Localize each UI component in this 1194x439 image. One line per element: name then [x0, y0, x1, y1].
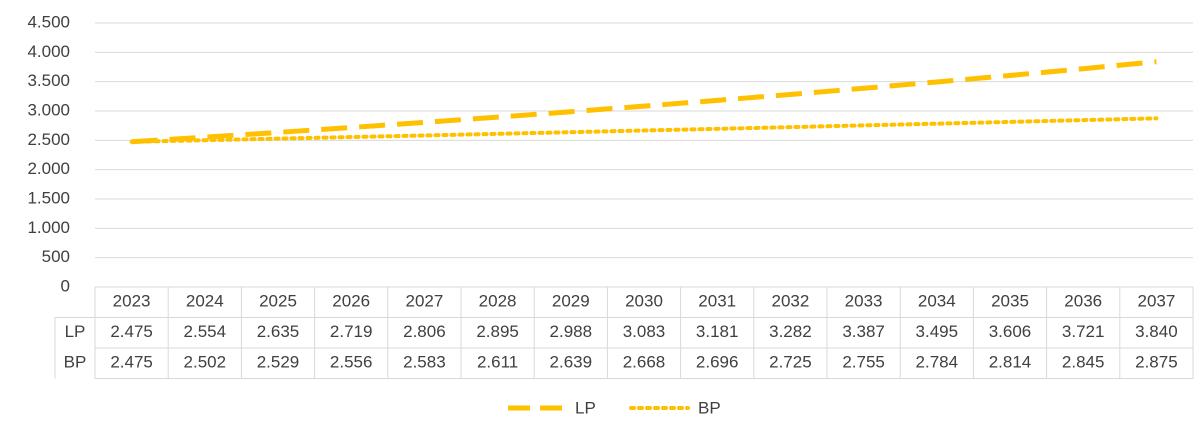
line-series — [131, 59, 1157, 145]
y-tick-label: 4.000 — [27, 42, 70, 61]
y-tick-label: 2.500 — [27, 130, 70, 149]
x-tick-label: 2023 — [113, 292, 151, 311]
data-label: 2.639 — [550, 353, 593, 372]
data-label: 2.814 — [989, 353, 1032, 372]
x-tick-label: 2036 — [1064, 292, 1102, 311]
data-label: 2.806 — [403, 322, 446, 341]
data-label: 3.387 — [842, 322, 885, 341]
data-label: 2.611 — [477, 353, 518, 372]
data-label: 2.696 — [696, 353, 739, 372]
data-label: 2.475 — [110, 322, 153, 341]
y-tick-label: 500 — [42, 247, 70, 266]
x-tick-label: 2026 — [332, 292, 370, 311]
data-label: 2.875 — [1135, 353, 1178, 372]
x-tick-label: 2025 — [259, 292, 297, 311]
legend-label: BP — [698, 398, 721, 417]
table-row-header: LP — [65, 322, 86, 341]
x-tick-label: 2035 — [991, 292, 1029, 311]
data-label: 2.755 — [842, 353, 885, 372]
data-label: 2.583 — [403, 353, 446, 372]
data-label: 2.895 — [476, 322, 519, 341]
data-label: 2.725 — [769, 353, 812, 372]
line-series — [129, 116, 1159, 144]
data-label: 3.083 — [623, 322, 666, 341]
y-tick-label: 2.000 — [27, 159, 70, 178]
x-tick-label: 2031 — [698, 292, 736, 311]
data-label: 3.181 — [696, 322, 739, 341]
data-label: 3.495 — [916, 322, 959, 341]
y-tick-label: 0 — [61, 276, 70, 295]
x-tick-label: 2033 — [845, 292, 883, 311]
y-tick-label: 3.000 — [27, 100, 70, 119]
data-label: 2.556 — [330, 353, 373, 372]
data-label: 2.554 — [184, 322, 227, 341]
data-label: 3.721 — [1062, 322, 1105, 341]
x-tick-label: 2034 — [918, 292, 956, 311]
data-label: 3.282 — [769, 322, 812, 341]
data-label: 2.635 — [257, 322, 300, 341]
legend-label: LP — [575, 398, 596, 417]
data-label: 3.840 — [1135, 322, 1178, 341]
x-tick-label: 2032 — [771, 292, 809, 311]
x-tick-label: 2024 — [186, 292, 224, 311]
data-label: 2.668 — [623, 353, 666, 372]
y-tick-label: 3.500 — [27, 71, 70, 90]
x-tick-label: 2029 — [552, 292, 590, 311]
x-tick-label: 2030 — [625, 292, 663, 311]
data-label: 2.719 — [330, 322, 373, 341]
data-label: 2.988 — [550, 322, 593, 341]
y-tick-label: 1.000 — [27, 218, 70, 237]
data-label: 2.529 — [257, 353, 300, 372]
x-tick-label: 2037 — [1137, 292, 1175, 311]
y-tick-label: 1.500 — [27, 188, 70, 207]
data-label: 2.502 — [184, 353, 227, 372]
data-label: 3.606 — [989, 322, 1032, 341]
x-tick-label: 2028 — [479, 292, 517, 311]
data-label: 2.784 — [916, 353, 959, 372]
x-tick-label: 2027 — [405, 292, 443, 311]
data-label: 2.845 — [1062, 353, 1105, 372]
table-row-header: BP — [64, 353, 87, 372]
data-label: 2.475 — [110, 353, 153, 372]
y-tick-label: 4.500 — [27, 12, 70, 31]
